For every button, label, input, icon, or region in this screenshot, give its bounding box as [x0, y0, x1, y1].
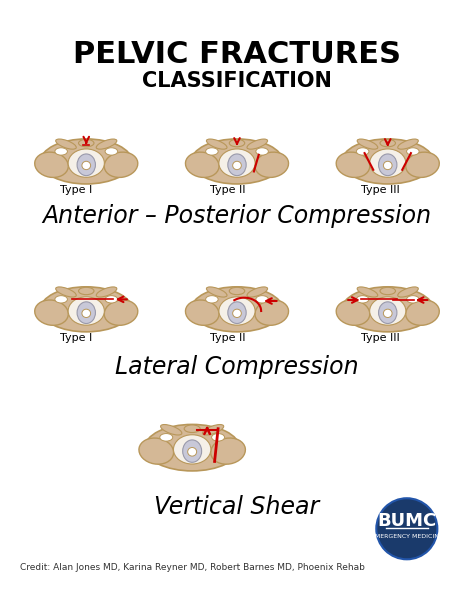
Ellipse shape: [336, 152, 370, 177]
Ellipse shape: [182, 440, 201, 462]
Ellipse shape: [77, 154, 95, 176]
Ellipse shape: [383, 309, 392, 317]
Text: Type I: Type I: [60, 333, 92, 343]
Ellipse shape: [379, 302, 397, 323]
Ellipse shape: [356, 148, 369, 155]
Ellipse shape: [35, 300, 68, 325]
Ellipse shape: [191, 139, 283, 184]
Text: BUMC: BUMC: [377, 512, 437, 530]
Text: PELVIC FRACTURES: PELVIC FRACTURES: [73, 40, 401, 69]
Ellipse shape: [188, 447, 197, 456]
Text: Vertical Shear: Vertical Shear: [155, 495, 319, 519]
Ellipse shape: [161, 424, 182, 435]
Ellipse shape: [357, 139, 378, 149]
Ellipse shape: [247, 287, 267, 297]
Ellipse shape: [233, 161, 241, 170]
Ellipse shape: [380, 287, 395, 295]
Ellipse shape: [55, 296, 67, 303]
Ellipse shape: [139, 438, 173, 464]
Ellipse shape: [398, 287, 418, 297]
Ellipse shape: [342, 287, 434, 332]
Ellipse shape: [82, 309, 91, 317]
Ellipse shape: [370, 297, 406, 325]
Ellipse shape: [185, 152, 219, 177]
Ellipse shape: [370, 149, 406, 177]
Ellipse shape: [82, 161, 91, 170]
Ellipse shape: [380, 139, 395, 147]
Ellipse shape: [207, 139, 227, 149]
Text: CLASSIFICATION: CLASSIFICATION: [142, 71, 332, 91]
Ellipse shape: [56, 139, 76, 149]
Ellipse shape: [406, 300, 439, 325]
Ellipse shape: [255, 152, 289, 177]
Ellipse shape: [96, 139, 117, 149]
Ellipse shape: [79, 287, 94, 295]
Ellipse shape: [40, 139, 132, 184]
Circle shape: [376, 498, 438, 559]
Ellipse shape: [336, 300, 370, 325]
Ellipse shape: [229, 139, 245, 147]
Ellipse shape: [207, 287, 227, 297]
Ellipse shape: [184, 425, 200, 433]
Ellipse shape: [104, 152, 138, 177]
Text: Credit: Alan Jones MD, Karina Reyner MD, Robert Barnes MD, Phoenix Rehab: Credit: Alan Jones MD, Karina Reyner MD,…: [20, 563, 365, 572]
Ellipse shape: [206, 296, 218, 303]
Ellipse shape: [383, 161, 392, 170]
Ellipse shape: [160, 434, 173, 441]
Ellipse shape: [68, 149, 104, 177]
Ellipse shape: [79, 139, 94, 147]
Ellipse shape: [77, 302, 95, 323]
Ellipse shape: [256, 148, 268, 155]
Text: Type I: Type I: [60, 185, 92, 195]
Ellipse shape: [357, 287, 378, 297]
Ellipse shape: [105, 148, 118, 155]
Ellipse shape: [68, 297, 104, 325]
Text: Type III: Type III: [361, 333, 400, 343]
Ellipse shape: [191, 287, 283, 332]
Ellipse shape: [145, 424, 239, 471]
Ellipse shape: [379, 154, 397, 176]
Ellipse shape: [256, 296, 268, 303]
Text: EMERGENCY MEDICINE: EMERGENCY MEDICINE: [371, 534, 443, 539]
Ellipse shape: [398, 139, 418, 149]
Ellipse shape: [407, 148, 419, 155]
Ellipse shape: [55, 148, 67, 155]
Ellipse shape: [40, 287, 132, 332]
Ellipse shape: [56, 287, 76, 297]
Ellipse shape: [229, 287, 245, 295]
Ellipse shape: [96, 287, 117, 297]
Ellipse shape: [228, 154, 246, 176]
Ellipse shape: [219, 149, 255, 177]
Ellipse shape: [255, 300, 289, 325]
Ellipse shape: [211, 438, 246, 464]
Ellipse shape: [35, 152, 68, 177]
Text: Type III: Type III: [361, 185, 400, 195]
Ellipse shape: [228, 302, 246, 323]
Text: Lateral Compression: Lateral Compression: [115, 355, 359, 379]
Ellipse shape: [202, 424, 224, 435]
Ellipse shape: [211, 434, 225, 441]
Text: Type II: Type II: [210, 185, 246, 195]
Ellipse shape: [247, 139, 267, 149]
Ellipse shape: [407, 296, 419, 303]
Ellipse shape: [233, 309, 241, 317]
Ellipse shape: [406, 152, 439, 177]
Ellipse shape: [206, 148, 218, 155]
Ellipse shape: [219, 297, 255, 325]
Ellipse shape: [105, 296, 118, 303]
Ellipse shape: [104, 300, 138, 325]
Text: Type II: Type II: [210, 333, 246, 343]
Text: Anterior – Posterior Compression: Anterior – Posterior Compression: [43, 204, 431, 228]
Ellipse shape: [173, 435, 211, 464]
Ellipse shape: [342, 139, 434, 184]
Ellipse shape: [185, 300, 219, 325]
Ellipse shape: [356, 296, 369, 303]
